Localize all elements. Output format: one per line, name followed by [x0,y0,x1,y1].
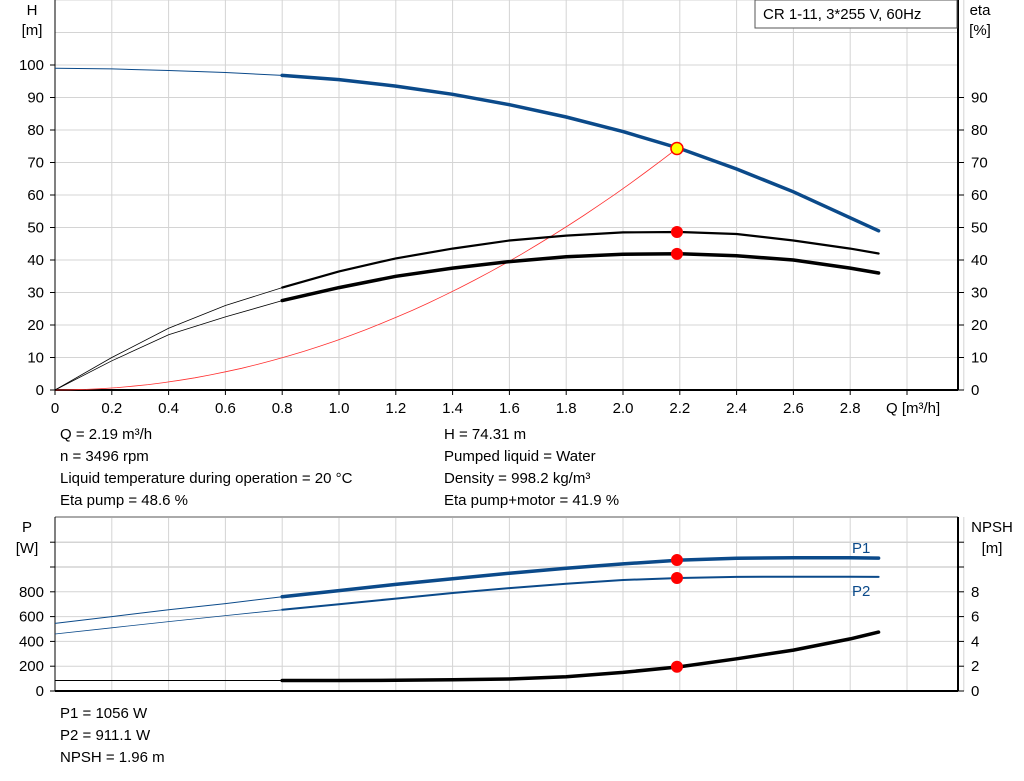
info-bottom: P1 = 1056 W P2 = 911.1 W NPSH = 1.96 m [60,703,165,769]
info-p1: P1 = 1056 W [60,705,148,722]
info-density: Density = 998.2 kg/m³ [444,470,591,487]
system-curve [54,148,678,391]
y-axis-label-left-unit: [m] [22,22,43,39]
y-tick-label-left: 100 [19,57,44,74]
y-tick-label-left: 30 [27,285,44,302]
eta-total-point [670,247,683,260]
p1-label: P1 [852,540,870,557]
npsh-point [670,660,683,673]
info-liquid: Pumped liquid = Water [444,448,596,465]
x-tick-label: 0.4 [158,400,179,417]
p1-point [670,554,683,567]
y-tick-label-left: 200 [19,658,44,675]
p1-curve-thin [54,596,283,624]
info-p2: P2 = 911.1 W [60,727,151,744]
y-tick-label-left: 20 [27,317,44,334]
y-tick-label-right: 20 [971,317,988,334]
info-temperature: Liquid temperature during operation = 20… [60,470,353,487]
y-axis-label-right: NPSH [971,519,1013,536]
info-speed: n = 3496 rpm [60,448,149,465]
y-tick-label-right: 8 [971,584,979,601]
y-tick-label-right: 30 [971,285,988,302]
y-axis-label-right: eta [970,2,992,19]
y-tick-label-left: 50 [27,220,44,237]
info-npsh: NPSH = 1.96 m [60,749,165,766]
x-tick-label: 0.8 [272,400,293,417]
y-tick-label-right: 4 [971,633,979,650]
y-tick-label-right: 60 [971,187,988,204]
x-tick-label: 1.2 [385,400,406,417]
y-tick-label-right: 0 [971,683,979,700]
y-axis-label-left-unit: [W] [16,540,39,557]
y-tick-label-right: 50 [971,220,988,237]
x-tick-label: 1.0 [329,400,350,417]
y-tick-label-right: 2 [971,658,979,675]
eta-total-curve-thin [54,300,283,391]
eta-pump-point [670,226,683,239]
y-tick-label-left: 40 [27,252,44,269]
p2-curve [281,575,880,611]
y-tick-label-right: 10 [971,350,988,367]
y-tick-label-right: 80 [971,122,988,139]
x-tick-label: 1.8 [556,400,577,417]
chart-title: CR 1-11, 3*255 V, 60Hz [763,6,921,23]
x-tick-label: 2.6 [783,400,804,417]
x-axis-label: Q [m³/h] [886,400,940,417]
head-curve [280,73,881,233]
y-axis-label-right-unit: [m] [982,540,1003,557]
x-tick-label: 2.0 [613,400,634,417]
x-tick-label: 1.4 [442,400,463,417]
eta-pump-curve [281,230,880,289]
y-tick-label-right: 40 [971,252,988,269]
info-head: H = 74.31 m [444,426,527,443]
y-tick-label-left: 600 [19,609,44,626]
eta-total-curve [280,252,881,303]
x-tick-label: 2.2 [669,400,690,417]
p2-curve-thin [54,609,283,635]
y-axis-label-right-unit: [%] [969,22,991,39]
y-tick-label-left: 90 [27,90,44,107]
y-tick-label-left: 0 [36,683,44,700]
x-tick-label: 0.6 [215,400,236,417]
x-tick-label: 0.2 [101,400,122,417]
head-curve-thin [54,67,283,76]
x-tick-label: 1.6 [499,400,520,417]
p2-label: P2 [852,583,870,600]
y-tick-label-left: 10 [27,350,44,367]
y-tick-label-left: 0 [36,382,44,399]
y-axis-label-left: H [27,2,38,19]
title-box [754,0,958,29]
duty-point [670,141,684,156]
y-tick-label-left: 60 [27,187,44,204]
y-tick-label-right: 6 [971,609,979,626]
y-tick-label-left: 80 [27,122,44,139]
info-eta-total: Eta pump+motor = 41.9 % [444,492,620,509]
info-top-right: H = 74.31 m Pumped liquid = Water Densit… [444,424,619,512]
y-tick-label-left: 400 [19,633,44,650]
x-tick-label: 0 [51,400,59,417]
y-tick-label-right: 70 [971,155,988,172]
x-tick-label: 2.4 [726,400,747,417]
p1-curve [280,555,881,599]
info-eta-pump: Eta pump = 48.6 % [60,492,188,509]
y-tick-label-right: 0 [971,382,979,399]
y-tick-label-right: 90 [971,90,988,107]
npsh-curve [280,630,881,683]
y-tick-label-left: 70 [27,155,44,172]
eta-pump-curve-thin [54,287,283,391]
y-axis-label-left: P [22,519,32,536]
y-tick-label-left: 800 [19,584,44,601]
info-flow: Q = 2.19 m³/h [60,426,153,443]
p2-point [670,572,683,585]
x-tick-label: 2.8 [840,400,861,417]
info-top-left: Q = 2.19 m³/h n = 3496 rpm Liquid temper… [60,424,352,512]
